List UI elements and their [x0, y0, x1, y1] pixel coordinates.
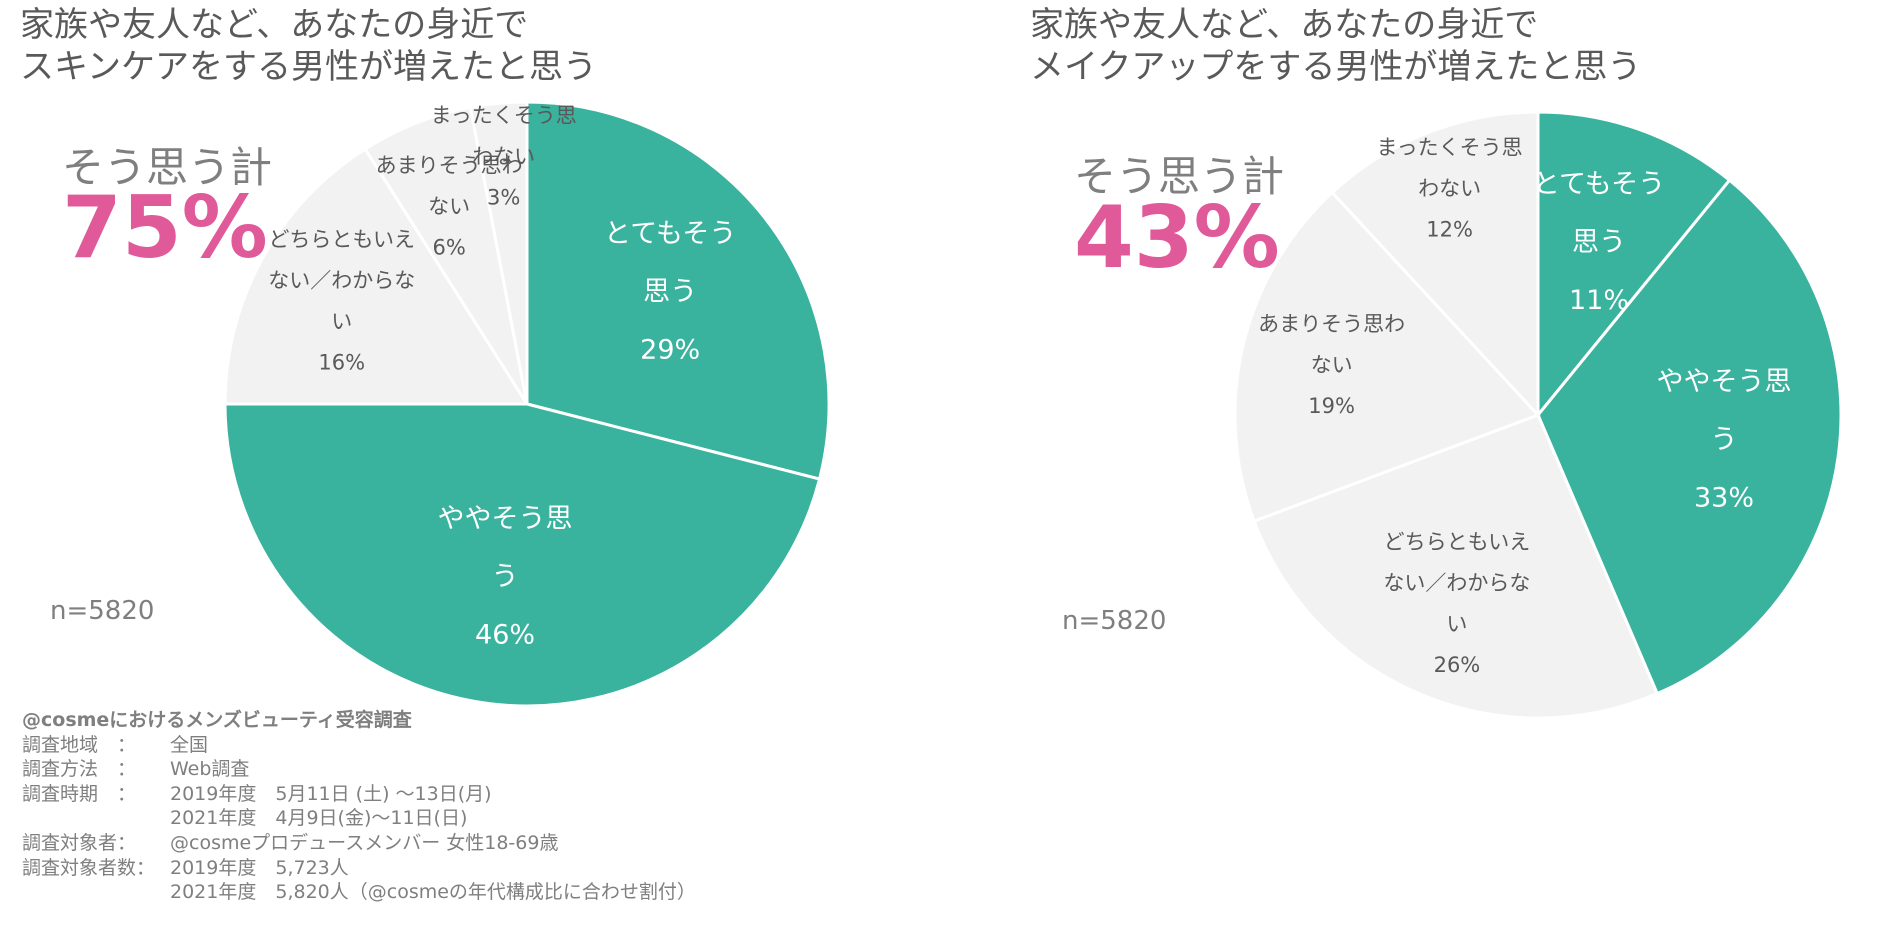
pie-slice	[468, 100, 529, 405]
slice-value-label: 26%	[1434, 653, 1481, 677]
survey-row-value: Web調査	[170, 758, 250, 781]
chart-1-sum-label: そう思う計	[62, 143, 273, 192]
slice-category-label: あまりそう思わ	[1258, 312, 1405, 336]
slice-category-label: 思う	[643, 276, 697, 307]
survey-row: 調査時期 ： 2019年度 5月11日 (土) ～13日(月)	[22, 782, 696, 807]
chart-1-title-line-1: 家族や友人など、あなたの身近で	[20, 5, 529, 45]
survey-row-value: @cosmeプロデュースメンバー 女性18-69歳	[170, 831, 559, 854]
survey-row-value: 2019年度 5,723人	[170, 856, 349, 879]
slice-category-label: う	[492, 561, 519, 592]
slice-value-label: 29%	[640, 334, 700, 365]
survey-row: 調査地域 ： 全国	[22, 733, 696, 758]
slice-category-label: い	[331, 310, 352, 334]
slice-category-label: ややそう思	[438, 503, 573, 534]
survey-row-value: 2019年度 5月11日 (土) ～13日(月)	[170, 782, 492, 805]
slice-category-label: ややそう思	[1657, 367, 1792, 398]
chart-1-n-label: n=5820	[50, 596, 155, 626]
slice-value-label: 3%	[487, 185, 520, 209]
pie-slice	[1252, 413, 1660, 720]
slice-category-label: 思う	[1572, 227, 1626, 258]
slice-value-label: 46%	[475, 619, 535, 650]
chart-2-title-line-1: 家族や友人など、あなたの身近で	[1030, 5, 1539, 45]
chart-2-sum-value: 43%	[1074, 188, 1280, 288]
survey-info: @cosmeにおけるメンズビューティ受容調査 調査地域 ： 全国 調査方法 ： We…	[22, 708, 696, 905]
chart-2-sum-label: そう思う計	[1074, 152, 1285, 201]
survey-row-key	[22, 880, 170, 905]
pie-slice	[525, 100, 831, 481]
survey-title: @cosmeにおけるメンズビューティ受容調査	[22, 709, 412, 731]
survey-row: 調査対象者： @cosmeプロデュースメンバー 女性18-69歳	[22, 831, 696, 856]
slice-category-label: ない	[1311, 353, 1353, 377]
survey-row-key: 調査対象者数：	[22, 856, 156, 879]
slice-value-label: 11%	[1569, 285, 1629, 316]
chart-2-title-line-2: メイクアップをする男性が増えたと思う	[1030, 47, 1642, 87]
slice-value-label: 12%	[1426, 217, 1473, 241]
chart-1-title: 家族や友人など、あなたの身近で スキンケアをする男性が増えたと思う	[20, 4, 597, 88]
slice-category-label: どちらともいえ	[268, 228, 415, 252]
survey-row: 調査方法 ： Web調査	[22, 757, 696, 782]
pie-slice	[1330, 110, 1540, 419]
slice-value-label: 33%	[1694, 483, 1754, 514]
slice-category-label: い	[1446, 612, 1467, 636]
pie-slice	[1233, 190, 1541, 524]
survey-row-value: 2021年度 5,820人（@cosmeの年代構成比に合わせ割付）	[170, 881, 696, 904]
survey-row: 2021年度 5,820人（@cosmeの年代構成比に合わせ割付）	[22, 880, 696, 905]
survey-row-key	[22, 806, 170, 831]
slice-category-label: わない	[472, 144, 535, 168]
slice-category-label: わない	[1418, 176, 1481, 200]
slice-value-label: 16%	[318, 351, 365, 375]
slice-category-label: まったくそう思	[1377, 135, 1523, 159]
pie-slice	[1536, 110, 1732, 420]
slice-category-label: どちらともいえ	[1384, 530, 1531, 554]
survey-row: 2021年度 4月9日(金)～11日(日)	[22, 806, 696, 831]
chart-1-title-line-2: スキンケアをする男性が増えたと思う	[20, 47, 597, 87]
pie-slice	[223, 402, 822, 708]
slice-category-label: ない／わからな	[1383, 571, 1530, 595]
slice-value-label: 6%	[433, 235, 466, 259]
slice-category-label: う	[1711, 425, 1738, 456]
survey-row-value: 全国	[170, 733, 209, 756]
chart-2-title: 家族や友人など、あなたの身近で メイクアップをする男性が増えたと思う	[1030, 4, 1641, 88]
chart-2-n-label: n=5820	[1062, 606, 1167, 636]
slice-category-label: とてもそう	[604, 218, 736, 249]
slice-category-label: ない／わからな	[268, 269, 415, 293]
survey-row-key: 調査地域 ：	[22, 733, 137, 756]
slice-category-label: とてもそう	[1533, 169, 1665, 200]
survey-row: 調査対象者数： 2019年度 5,723人	[22, 856, 696, 881]
slice-value-label: 19%	[1308, 394, 1355, 418]
chart-1-sum-value: 75%	[62, 178, 268, 278]
slice-category-label: あまりそう思わ	[376, 153, 523, 177]
pie-slice	[1536, 178, 1843, 696]
survey-row-value: 2021年度 4月9日(金)～11日(日)	[170, 807, 468, 830]
survey-row-key: 調査対象者：	[22, 831, 137, 854]
slice-category-label: まったくそう思	[431, 103, 577, 127]
survey-row-key: 調査時期 ：	[22, 782, 137, 805]
slice-category-label: ない	[428, 194, 470, 218]
pie-slice	[223, 146, 530, 406]
survey-row-key: 調査方法 ：	[22, 758, 137, 781]
